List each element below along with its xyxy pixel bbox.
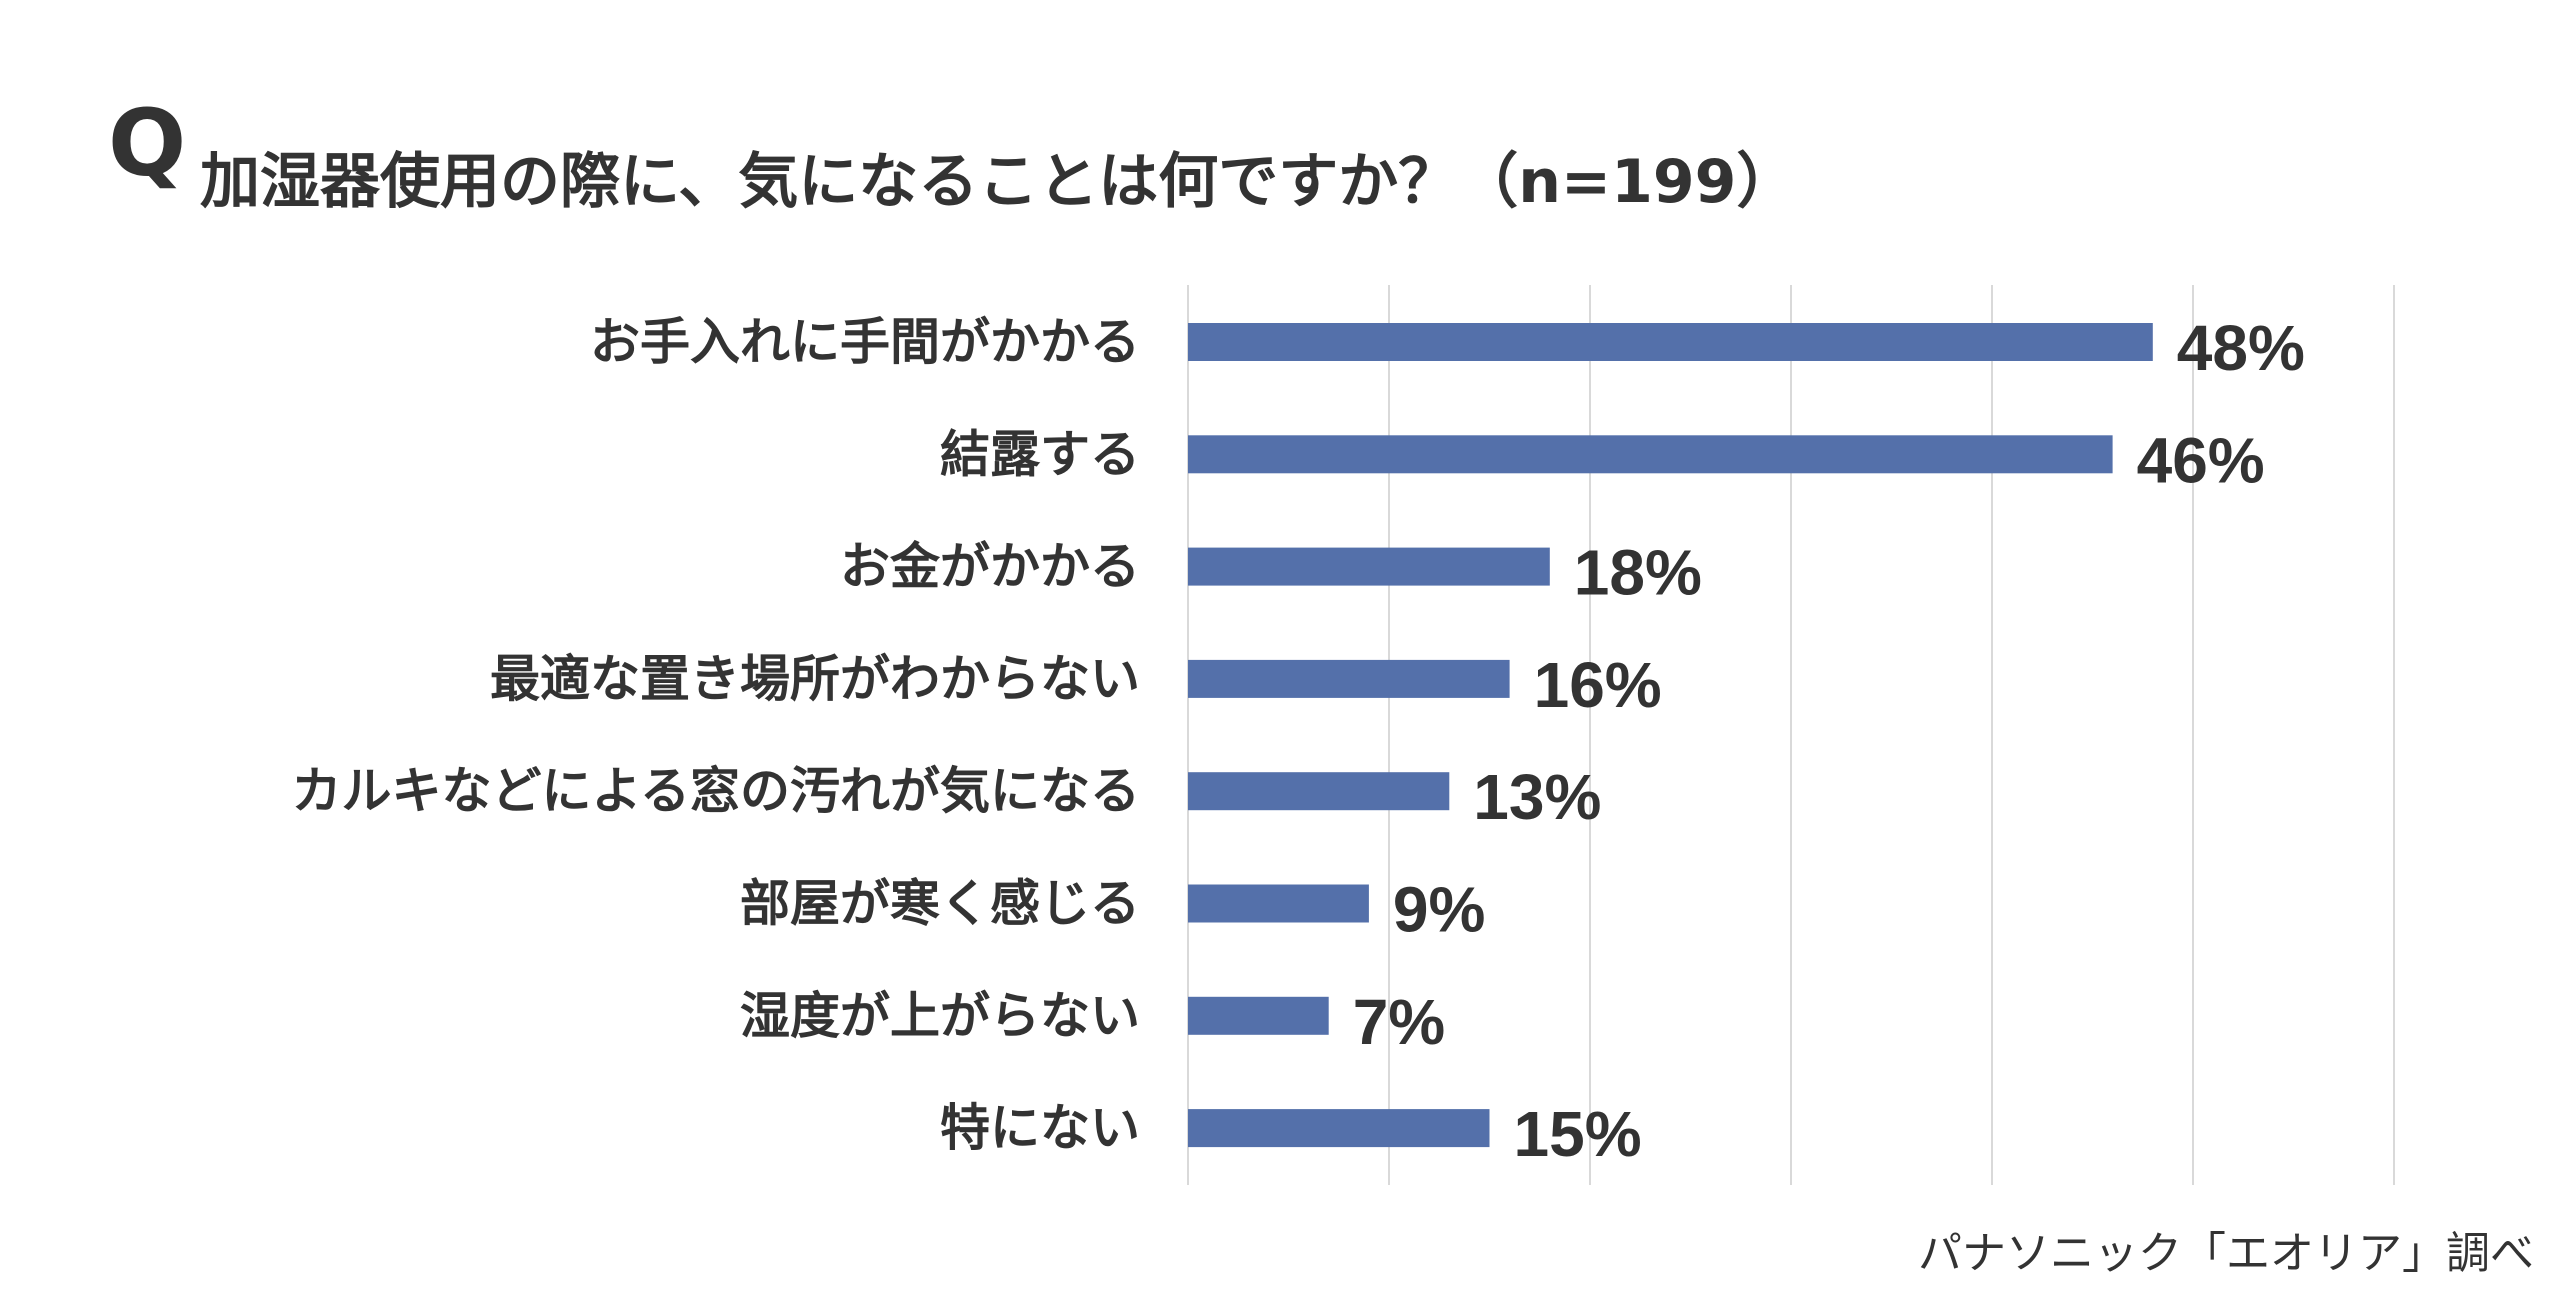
category-label: 最適な置き場所がわからない — [490, 650, 1140, 708]
source-note: パナソニック「エオリア」調べ — [1918, 1228, 2534, 1279]
bar — [1188, 547, 1550, 586]
bar — [1188, 1109, 1490, 1148]
chart-title: 加湿器使用の際に、気になることは何ですか？（n=199） — [200, 147, 1797, 217]
bars — [1188, 323, 2153, 1148]
value-label: 16% — [1534, 649, 1662, 721]
category-label: 結露する — [940, 425, 1140, 483]
value-label: 9% — [1393, 874, 1486, 946]
bar — [1188, 772, 1450, 811]
value-labels: 48% 46% 18% 16% 13% 9% 7% 15% — [1353, 312, 2305, 1170]
value-label: 15% — [1514, 1098, 1642, 1170]
bar — [1188, 435, 2113, 474]
bar — [1188, 659, 1510, 698]
bar — [1188, 996, 1329, 1035]
value-label: 48% — [2177, 312, 2305, 384]
question-mark-label: Q — [108, 90, 187, 197]
category-labels: お手入れに手間がかかる結露するお金がかかる最適な置き場所がわからないカルキなどに… — [292, 313, 1141, 1157]
grid-lines — [1187, 285, 2395, 1185]
category-label: 特にない — [940, 1099, 1140, 1157]
category-label: お金がかかる — [840, 538, 1140, 596]
category-label: 部屋が寒く感じる — [740, 875, 1140, 933]
value-label: 7% — [1353, 986, 1446, 1058]
bar — [1188, 323, 2153, 361]
value-label: 13% — [1473, 761, 1601, 833]
value-label: 46% — [2137, 424, 2265, 496]
category-label: カルキなどによる窓の汚れが気になる — [292, 762, 1141, 820]
category-label: お手入れに手間がかかる — [590, 313, 1140, 371]
category-label: 湿度が上がらない — [740, 987, 1140, 1045]
bar — [1188, 884, 1369, 923]
value-label: 18% — [1574, 537, 1702, 609]
